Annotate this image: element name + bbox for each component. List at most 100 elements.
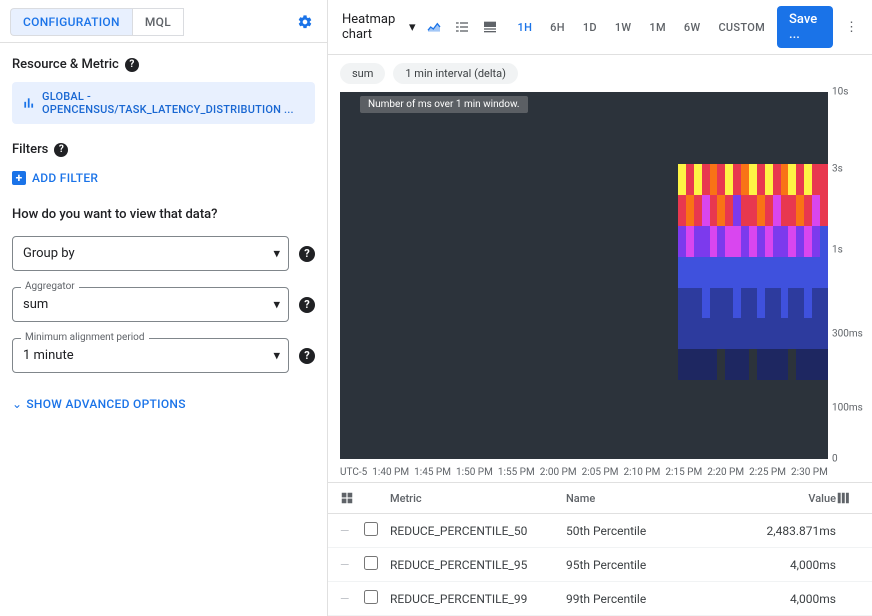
x-label: 2:20 PM — [707, 467, 744, 478]
range-1h[interactable]: 1H — [510, 17, 541, 38]
help-icon[interactable]: ? — [54, 143, 68, 157]
chart-canvas[interactable]: Number of ms over 1 min window. — [340, 92, 828, 459]
chip[interactable]: 1 min interval (delta) — [393, 63, 518, 84]
chart-type-select[interactable]: Heatmap chart ▾ — [340, 8, 418, 46]
add-filter-text: ADD FILTER — [32, 171, 98, 185]
range-1w[interactable]: 1W — [607, 17, 640, 38]
legend-metric: REDUCE_PERCENTILE_95 — [390, 558, 566, 572]
chevron-down-icon: ▾ — [409, 20, 416, 35]
range-6w[interactable]: 6W — [676, 17, 709, 38]
chart-type-text: Heatmap chart — [342, 12, 405, 42]
y-label: 10s — [832, 87, 848, 98]
range-1d[interactable]: 1D — [575, 17, 605, 38]
help-icon[interactable]: ? — [299, 348, 315, 364]
legend-value: 4,000ms — [746, 558, 836, 572]
chips-row: sum 1 min interval (delta) — [328, 55, 872, 92]
resource-metric-label: Resource & Metric ? — [0, 43, 327, 78]
x-label: 2:30 PM — [791, 467, 828, 478]
chevron-down-icon: ▾ — [273, 297, 280, 312]
x-label: UTC-5 — [340, 467, 367, 478]
legend-value: 2,483.871ms — [746, 524, 836, 538]
aggregator-value: sum — [23, 297, 48, 312]
aggregator-select[interactable]: Aggregator sum ▾ — [12, 287, 289, 322]
legend-col-name[interactable]: Name — [566, 492, 746, 505]
config-sidebar: CONFIGURATION MQL Resource & Metric ? GL… — [0, 0, 328, 616]
chart-tooltip: Number of ms over 1 min window. — [360, 96, 528, 113]
save-button[interactable]: Save ... — [777, 6, 833, 48]
time-range-selector: 1H6H1D1W1M6WCUSTOM — [510, 17, 774, 38]
help-icon[interactable]: ? — [125, 58, 139, 72]
legend-row[interactable]: — REDUCE_PERCENTILE_9595th Percentile4,00… — [328, 548, 872, 582]
add-filter-button[interactable]: + ADD FILTER — [0, 163, 327, 193]
filters-text: Filters — [12, 142, 48, 157]
chevron-down-icon: ▾ — [273, 246, 280, 261]
legend-col-metric[interactable]: Metric — [390, 492, 566, 505]
chevron-down-icon: ▾ — [273, 348, 280, 363]
drag-handle-icon[interactable]: — — [340, 592, 364, 606]
view-question: How do you want to view that data? — [0, 193, 327, 228]
line-chart-icon[interactable] — [422, 15, 446, 39]
y-axis-labels: 10s3s1s300ms100ms0 — [828, 92, 864, 459]
metric-selector-text: GLOBAL - OPENCENSUS/TASK_LATENCY_DISTRIB… — [42, 90, 305, 116]
legend-metric: REDUCE_PERCENTILE_50 — [390, 524, 566, 538]
y-label: 0 — [832, 454, 838, 465]
y-label: 300ms — [832, 329, 863, 340]
sidebar-tabs: CONFIGURATION MQL — [0, 0, 327, 43]
metric-selector[interactable]: GLOBAL - OPENCENSUS/TASK_LATENCY_DISTRIB… — [12, 82, 315, 124]
chip[interactable]: sum — [340, 63, 385, 84]
groupby-select[interactable]: Group by ▾ — [12, 236, 289, 271]
x-label: 1:40 PM — [372, 467, 409, 478]
y-label: 1s — [832, 244, 843, 255]
y-label: 3s — [832, 164, 843, 175]
legend-name: 95th Percentile — [566, 558, 746, 572]
x-label: 2:05 PM — [582, 467, 619, 478]
more-icon[interactable]: ⋮ — [837, 14, 866, 41]
heatmap — [678, 164, 828, 411]
x-label: 2:10 PM — [624, 467, 661, 478]
both-icon[interactable] — [478, 15, 502, 39]
list-icon[interactable] — [450, 15, 474, 39]
x-label: 1:50 PM — [456, 467, 493, 478]
range-1m[interactable]: 1M — [641, 17, 673, 38]
legend-rows: — REDUCE_PERCENTILE_5050th Percentile2,48… — [328, 514, 872, 616]
y-label: 100ms — [832, 402, 863, 413]
legend-row[interactable]: — REDUCE_PERCENTILE_5050th Percentile2,48… — [328, 514, 872, 548]
main-panel: Heatmap chart ▾ 1H6H1D1W1M6WCUSTOM Save … — [328, 0, 872, 616]
x-axis-labels: UTC-5 1:40 PM 1:45 PM 1:50 PM 1:55 PM 2:00 PM… — [328, 459, 872, 482]
range-6h[interactable]: 6H — [542, 17, 573, 38]
x-label: 2:00 PM — [540, 467, 577, 478]
x-label: 2:15 PM — [665, 467, 702, 478]
aggregator-legend: Aggregator — [21, 281, 79, 292]
chevron-down-icon: ⌄ — [12, 397, 22, 411]
chart-area: Number of ms over 1 min window. 10s3s1s3… — [328, 92, 872, 459]
legend-checkbox[interactable] — [364, 556, 390, 573]
x-label: 1:55 PM — [498, 467, 535, 478]
drag-handle-icon[interactable]: — — [340, 524, 364, 538]
help-icon[interactable]: ? — [299, 246, 315, 262]
tab-mql[interactable]: MQL — [132, 8, 184, 36]
legend-col-value[interactable]: Value — [746, 492, 836, 505]
tab-configuration[interactable]: CONFIGURATION — [10, 8, 132, 36]
legend-name: 99th Percentile — [566, 592, 746, 606]
filters-label: Filters ? — [0, 128, 327, 163]
gear-icon[interactable] — [293, 10, 317, 34]
alignment-value: 1 minute — [23, 348, 74, 363]
x-label: 2:25 PM — [749, 467, 786, 478]
legend-metric: REDUCE_PERCENTILE_99 — [390, 592, 566, 606]
groupby-value: Group by — [23, 246, 75, 261]
legend-checkbox[interactable] — [364, 522, 390, 539]
bars-icon — [22, 96, 36, 110]
legend-row[interactable]: — REDUCE_PERCENTILE_9999th Percentile4,00… — [328, 582, 872, 616]
columns-icon[interactable] — [836, 491, 860, 505]
show-advanced-text: SHOW ADVANCED OPTIONS — [26, 397, 185, 411]
legend-checkbox[interactable] — [364, 590, 390, 607]
x-label: 1:45 PM — [414, 467, 451, 478]
show-advanced-button[interactable]: ⌄ SHOW ADVANCED OPTIONS — [0, 381, 327, 427]
help-icon[interactable]: ? — [299, 297, 315, 313]
range-custom[interactable]: CUSTOM — [710, 17, 773, 38]
grid-icon[interactable] — [340, 491, 354, 505]
drag-handle-icon[interactable]: — — [340, 558, 364, 572]
legend-name: 50th Percentile — [566, 524, 746, 538]
alignment-select[interactable]: Minimum alignment period 1 minute ▾ — [12, 338, 289, 373]
legend-value: 4,000ms — [746, 592, 836, 606]
